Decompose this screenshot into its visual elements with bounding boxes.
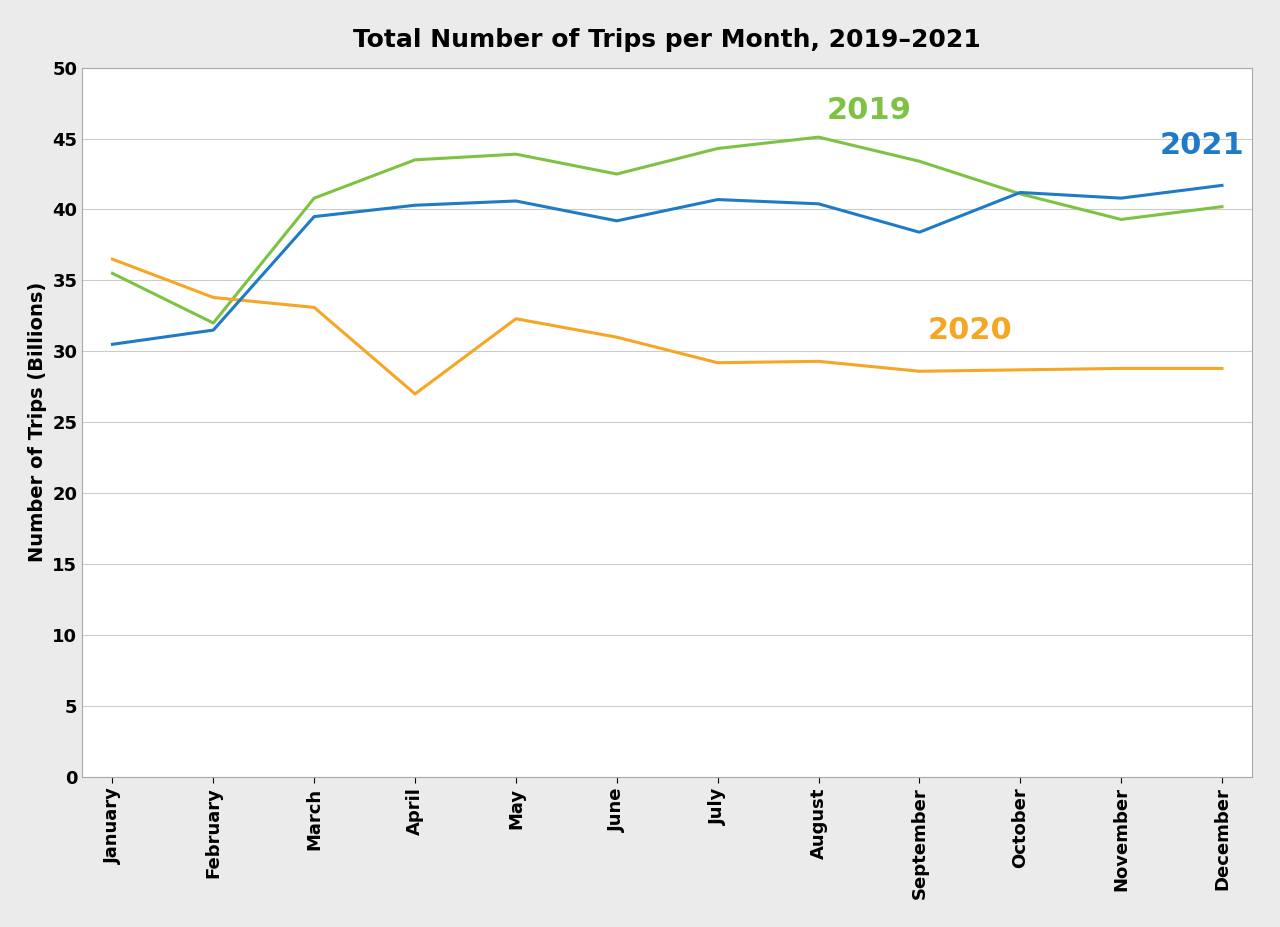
Text: 2021: 2021	[1160, 131, 1244, 160]
Y-axis label: Number of Trips (Billions): Number of Trips (Billions)	[28, 282, 47, 563]
Title: Total Number of Trips per Month, 2019–2021: Total Number of Trips per Month, 2019–20…	[353, 28, 980, 52]
Text: 2020: 2020	[928, 315, 1012, 345]
Text: 2019: 2019	[827, 95, 911, 124]
